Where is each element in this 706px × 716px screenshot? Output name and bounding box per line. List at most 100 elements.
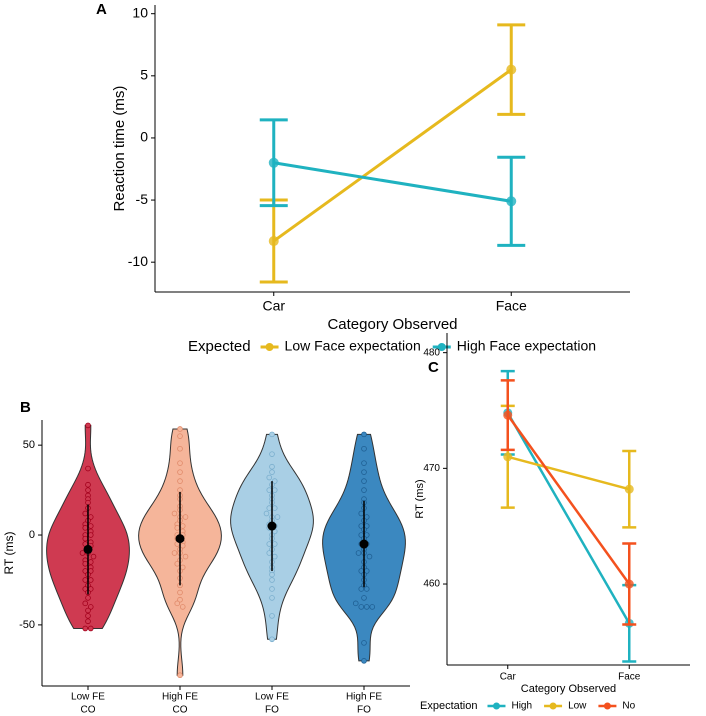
dot — [269, 636, 275, 643]
x-tick-label: Car — [500, 672, 517, 683]
dot — [355, 550, 362, 556]
dot — [177, 469, 183, 475]
dot — [361, 658, 367, 664]
x-tick-label: High FE — [162, 692, 198, 703]
dot — [82, 535, 89, 542]
dot — [177, 478, 183, 484]
dot — [82, 600, 89, 607]
dot — [369, 604, 376, 610]
y-axis-label: RT (ms) — [2, 532, 16, 575]
legend-title: Expectation — [420, 700, 477, 712]
point — [503, 410, 513, 420]
dot — [177, 596, 183, 603]
dot — [85, 487, 91, 493]
dot — [174, 560, 181, 567]
dot — [358, 586, 365, 592]
legend-swatch — [492, 702, 500, 710]
y-tick-label: -10 — [128, 253, 148, 269]
dot — [269, 451, 275, 457]
dot — [174, 600, 181, 607]
dot — [358, 604, 365, 610]
y-tick-label: 0 — [140, 129, 148, 145]
y-tick-label: -5 — [136, 191, 149, 207]
y-tick-label: 460 — [423, 579, 440, 590]
dot — [174, 525, 181, 531]
dot — [85, 465, 91, 472]
dot — [85, 481, 91, 488]
dot — [85, 422, 91, 429]
series-line — [272, 68, 513, 243]
dot — [366, 553, 373, 560]
dot — [269, 577, 275, 583]
y-tick-label: 0 — [29, 529, 35, 541]
dot — [266, 550, 273, 556]
dot — [182, 514, 189, 520]
legend-swatch — [437, 343, 446, 351]
point — [268, 236, 279, 247]
dot — [363, 604, 370, 610]
dot — [177, 487, 183, 493]
dot — [90, 553, 97, 560]
x-tick-label: CO — [173, 705, 188, 716]
dot — [266, 474, 273, 481]
point — [624, 484, 634, 494]
x-tick-label: High FE — [346, 692, 382, 703]
x-tick-label: FO — [357, 705, 371, 716]
dot — [352, 600, 359, 607]
dot — [87, 523, 94, 529]
point — [503, 452, 513, 462]
y-tick-label: 50 — [23, 439, 35, 451]
point — [268, 157, 279, 168]
legend-label: High — [511, 701, 532, 712]
dot — [85, 595, 91, 601]
legend-swatch — [549, 702, 557, 710]
dot — [179, 523, 186, 529]
dot — [87, 559, 94, 565]
dot — [82, 525, 89, 531]
dot — [269, 586, 275, 592]
point — [506, 64, 517, 75]
dot — [79, 550, 86, 556]
dot — [177, 445, 183, 452]
dot — [361, 445, 367, 452]
dot — [177, 426, 183, 432]
mean-point — [83, 544, 93, 554]
dot — [274, 514, 281, 520]
dot — [271, 487, 278, 493]
panel-label: B — [20, 399, 31, 416]
dot — [271, 505, 278, 511]
dot — [82, 560, 89, 567]
point — [624, 579, 634, 589]
series-line — [506, 412, 631, 624]
dot — [177, 672, 183, 679]
x-tick-label: Car — [262, 298, 285, 314]
dot — [263, 510, 270, 517]
x-tick-label: FO — [265, 705, 279, 716]
point — [506, 196, 517, 207]
dot — [269, 463, 275, 470]
dot — [82, 510, 89, 517]
dot — [171, 550, 178, 556]
legend-label: Low Face expectation — [285, 338, 421, 354]
dot — [269, 469, 275, 475]
dot — [85, 499, 91, 506]
legend-swatch — [265, 343, 274, 351]
legend-label: Low — [568, 701, 587, 712]
x-tick-label: Low FE — [255, 692, 289, 703]
x-tick-label: CO — [81, 705, 96, 716]
panel: A -10 -5 0 5 10 Reaction time (ms) Car Face Categ… — [96, 1, 630, 355]
dot — [361, 640, 367, 646]
dot — [271, 541, 278, 547]
dot — [85, 618, 91, 625]
x-tick-label: Face — [618, 672, 641, 683]
x-tick-label: Face — [496, 298, 527, 314]
legend-swatch — [603, 702, 611, 710]
dot — [361, 469, 367, 475]
dot — [361, 487, 367, 493]
y-axis-label: RT (ms) — [414, 479, 426, 518]
y-tick-label: 10 — [132, 4, 148, 20]
dot — [82, 625, 89, 632]
dot — [269, 613, 275, 619]
dot — [85, 613, 91, 619]
dot — [179, 604, 186, 610]
